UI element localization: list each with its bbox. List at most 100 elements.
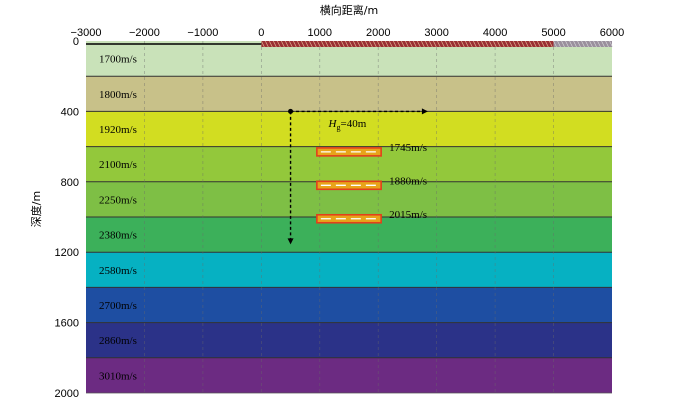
receiver-hatch bbox=[305, 40, 309, 48]
receiver-hatch bbox=[593, 40, 597, 48]
velocity-layer-9 bbox=[86, 322, 612, 358]
lens-velocity-label: 1880m/s bbox=[389, 175, 427, 187]
receiver-hatch bbox=[329, 40, 333, 48]
receiver-hatch bbox=[481, 40, 485, 48]
x-tick-label: 3000 bbox=[424, 27, 448, 39]
velocity-layer-7 bbox=[86, 252, 612, 288]
x-tick-labels: −3000 −2000 −1000 0 1000 2000 3000 4000 5000 6000 bbox=[71, 27, 625, 39]
receiver-hatch bbox=[273, 40, 277, 48]
receiver-hatch bbox=[285, 40, 289, 48]
receiver-hatch bbox=[597, 40, 601, 48]
receiver-hatch bbox=[441, 40, 445, 48]
receiver-hatch bbox=[605, 40, 609, 48]
receiver-hatch bbox=[289, 40, 293, 48]
receiver-hatch bbox=[293, 40, 297, 48]
receiver-hatch bbox=[393, 40, 397, 48]
receiver-hatch bbox=[365, 40, 369, 48]
y-tick-label: 400 bbox=[61, 106, 79, 118]
arrows-group bbox=[287, 108, 428, 245]
velocity-layer-8 bbox=[86, 287, 612, 323]
lens-body-2 bbox=[316, 180, 382, 191]
receiver-hatch bbox=[533, 40, 537, 48]
receiver-hatch bbox=[485, 40, 489, 48]
receiver-hatch bbox=[333, 40, 337, 48]
receiver-hatch bbox=[573, 40, 577, 48]
receiver-hatch bbox=[381, 40, 385, 48]
receiver-hatch bbox=[609, 40, 613, 48]
receiver-hatch bbox=[517, 40, 521, 48]
velocity-layer-3 bbox=[86, 111, 612, 147]
receiver-hatch bbox=[321, 40, 325, 48]
receiver-hatch bbox=[313, 40, 317, 48]
receiver-hatch bbox=[537, 40, 541, 48]
x-tick-label: 1000 bbox=[308, 27, 332, 39]
y-tick-label: 1200 bbox=[55, 247, 79, 259]
receiver-hatch bbox=[497, 40, 501, 48]
layer-velocity-label: 1700m/s bbox=[99, 54, 137, 66]
x-tick-label: −2000 bbox=[129, 27, 160, 39]
receiver-hatch bbox=[361, 40, 365, 48]
x-tick-label: −1000 bbox=[187, 27, 218, 39]
x-tick-label: 2000 bbox=[366, 27, 390, 39]
receivers-group bbox=[86, 40, 613, 48]
y-tick-label: 800 bbox=[61, 177, 79, 189]
x-tick-label: 6000 bbox=[600, 27, 624, 39]
y-tick-label: 1600 bbox=[55, 318, 79, 330]
layer-velocity-label: 2250m/s bbox=[99, 194, 137, 206]
x-axis-title: 横向距离/m bbox=[320, 3, 378, 17]
receiver-hatch bbox=[389, 40, 393, 48]
receiver-hatch bbox=[269, 40, 273, 48]
receiver-hatch bbox=[513, 40, 517, 48]
y-tick-label: 0 bbox=[73, 36, 79, 48]
velocity-layer-2 bbox=[86, 76, 612, 112]
layer-velocity-label: 2700m/s bbox=[99, 300, 137, 312]
hg-annotation: Hg=40m bbox=[328, 118, 367, 132]
y-tick-labels: 0 400 800 1200 1600 2000 bbox=[55, 36, 79, 400]
horizontal-arrowhead bbox=[421, 108, 428, 115]
layer-velocity-label: 2860m/s bbox=[99, 335, 137, 347]
layer-labels: 1700m/s 1800m/s 1920m/s 2100m/s 2250m/s 2380m… bbox=[99, 54, 137, 383]
velocity-layer-10 bbox=[86, 357, 612, 393]
receiver-hatch bbox=[457, 40, 461, 48]
layer-velocity-label: 1920m/s bbox=[99, 124, 137, 136]
receiver-hatch bbox=[521, 40, 525, 48]
receiver-hatch bbox=[569, 40, 573, 48]
lens-velocity-label: 1745m/s bbox=[389, 142, 427, 154]
x-tick-label: 4000 bbox=[483, 27, 507, 39]
lens-body-3 bbox=[316, 213, 382, 224]
receiver-hatch bbox=[405, 40, 409, 48]
receiver-hatch bbox=[529, 40, 533, 48]
receiver-hatch bbox=[409, 40, 413, 48]
receiver-hatch bbox=[301, 40, 305, 48]
y-tick-label: 2000 bbox=[55, 388, 79, 400]
receiver-hatch bbox=[509, 40, 513, 48]
receiver-hatch bbox=[557, 40, 561, 48]
receiver-hatch bbox=[345, 40, 349, 48]
lens-body-1 bbox=[316, 147, 382, 157]
receiver-hatch bbox=[541, 40, 545, 48]
layers-group bbox=[86, 41, 612, 394]
receiver-hatch bbox=[589, 40, 593, 48]
receiver-hatch bbox=[433, 40, 437, 48]
receiver-hatch bbox=[265, 40, 269, 48]
receiver-hatch bbox=[453, 40, 457, 48]
receiver-hatch bbox=[281, 40, 285, 48]
receiver-hatch bbox=[489, 40, 493, 48]
receiver-hatch bbox=[349, 40, 353, 48]
receiver-hatch bbox=[437, 40, 441, 48]
receiver-hatch bbox=[417, 40, 421, 48]
layer-velocity-label: 2580m/s bbox=[99, 265, 137, 277]
receiver-hatch bbox=[357, 40, 361, 48]
receiver-hatch bbox=[425, 40, 429, 48]
receiver-hatch bbox=[421, 40, 425, 48]
x-tick-label: 0 bbox=[258, 27, 264, 39]
receiver-hatch bbox=[461, 40, 465, 48]
x-tick-label: −3000 bbox=[71, 27, 102, 39]
receiver-hatch bbox=[385, 40, 389, 48]
layer-velocity-label: 2100m/s bbox=[99, 159, 137, 171]
receiver-hatch bbox=[585, 40, 589, 48]
receiver-hatch bbox=[369, 40, 373, 48]
receiver-hatch bbox=[445, 40, 449, 48]
receiver-hatch bbox=[601, 40, 605, 48]
